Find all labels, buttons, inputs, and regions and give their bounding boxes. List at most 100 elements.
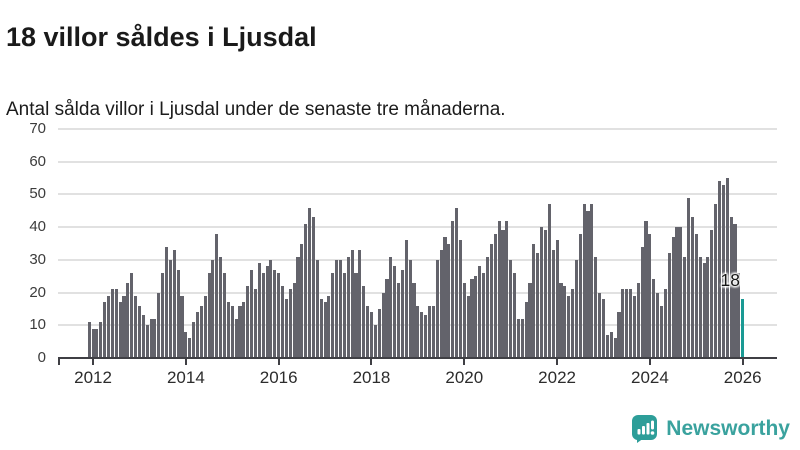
bar: [164, 246, 169, 358]
x-tick: [184, 359, 187, 365]
x-tick: [370, 359, 373, 365]
bar: [292, 282, 296, 358]
bar: [625, 289, 629, 358]
bar: [203, 295, 207, 358]
bar: [729, 217, 733, 358]
bar: [250, 269, 254, 358]
x-axis: [58, 357, 777, 359]
bar: [427, 305, 432, 358]
gridline: [58, 226, 777, 229]
bar: [721, 184, 725, 358]
bar: [733, 223, 737, 358]
bar: [455, 207, 459, 358]
bar: [269, 259, 273, 358]
x-tick-label: 2026: [723, 368, 762, 387]
bar: [667, 253, 671, 358]
bar: [238, 305, 242, 358]
bar: [571, 289, 575, 358]
bar: [176, 269, 180, 358]
bar: [555, 240, 559, 358]
bar: [482, 272, 486, 358]
bar: [710, 230, 714, 358]
bar: [277, 272, 281, 358]
bar: [540, 227, 544, 358]
bar: [304, 223, 308, 358]
bar: [308, 207, 312, 358]
value-annotation: 18: [720, 270, 740, 290]
bar: [679, 227, 683, 358]
newsworthy-logo[interactable]: Newsworthy: [631, 414, 790, 443]
bar: [563, 286, 567, 358]
bar: [431, 305, 435, 358]
bar: [242, 302, 246, 358]
newsworthy-icon: [631, 414, 658, 443]
bar: [462, 282, 466, 358]
page-subtitle: Antal sålda villor i Ljusdal under de se…: [6, 99, 506, 120]
x-tick: [92, 359, 95, 365]
bar: [424, 315, 428, 358]
bar: [609, 331, 613, 358]
bar: [435, 259, 439, 358]
bar: [284, 299, 288, 358]
bar: [327, 295, 331, 358]
bar: [346, 256, 350, 358]
bar: [339, 259, 343, 358]
bar: [323, 302, 327, 358]
bar: [629, 289, 633, 358]
bar: [273, 269, 277, 358]
gridline: [58, 258, 777, 261]
bar: [690, 217, 694, 358]
bar: [513, 272, 517, 358]
bar: [578, 233, 582, 358]
bar: [671, 236, 675, 358]
bar: [369, 312, 374, 358]
bar: [505, 220, 509, 358]
gridline: [58, 128, 777, 130]
bar: [385, 279, 389, 358]
bar: [543, 230, 548, 358]
x-tick-label: 2014: [166, 368, 205, 387]
bar: [725, 178, 729, 358]
bar: [520, 318, 524, 358]
x-tick: [463, 359, 466, 365]
gridline: [58, 160, 777, 163]
bar: [362, 286, 366, 358]
bar: [230, 305, 234, 358]
bar: [532, 243, 536, 358]
y-tick-label: 30: [29, 250, 46, 268]
bar: [331, 272, 335, 358]
y-tick-label: 20: [29, 283, 46, 301]
bar: [443, 236, 447, 358]
bar: [106, 295, 111, 358]
bar: [412, 282, 416, 358]
y-tick-label: 10: [29, 316, 46, 334]
x-tick: [741, 359, 744, 365]
bar: [149, 318, 153, 358]
bar: [358, 250, 362, 358]
bar: [632, 295, 636, 358]
bar: [354, 272, 358, 358]
bar: [640, 246, 644, 358]
bar: [652, 279, 656, 358]
bar: [656, 292, 660, 358]
bar: [451, 220, 455, 358]
bar: [261, 272, 265, 358]
bar: [648, 233, 652, 358]
bar: [253, 289, 258, 358]
bar: [145, 325, 149, 358]
bar: [377, 308, 381, 358]
bar: [694, 233, 698, 358]
bar: [528, 282, 532, 358]
bar: [687, 197, 691, 358]
bar: [613, 338, 617, 358]
bar: [215, 233, 219, 358]
bar: [207, 272, 211, 358]
bar: [195, 312, 200, 358]
x-tick-label: 2012: [74, 368, 112, 387]
y-tick-label: 60: [29, 152, 46, 170]
bar: [226, 302, 230, 358]
bar: [551, 250, 555, 358]
bar: [478, 266, 482, 358]
bar: [509, 259, 513, 358]
